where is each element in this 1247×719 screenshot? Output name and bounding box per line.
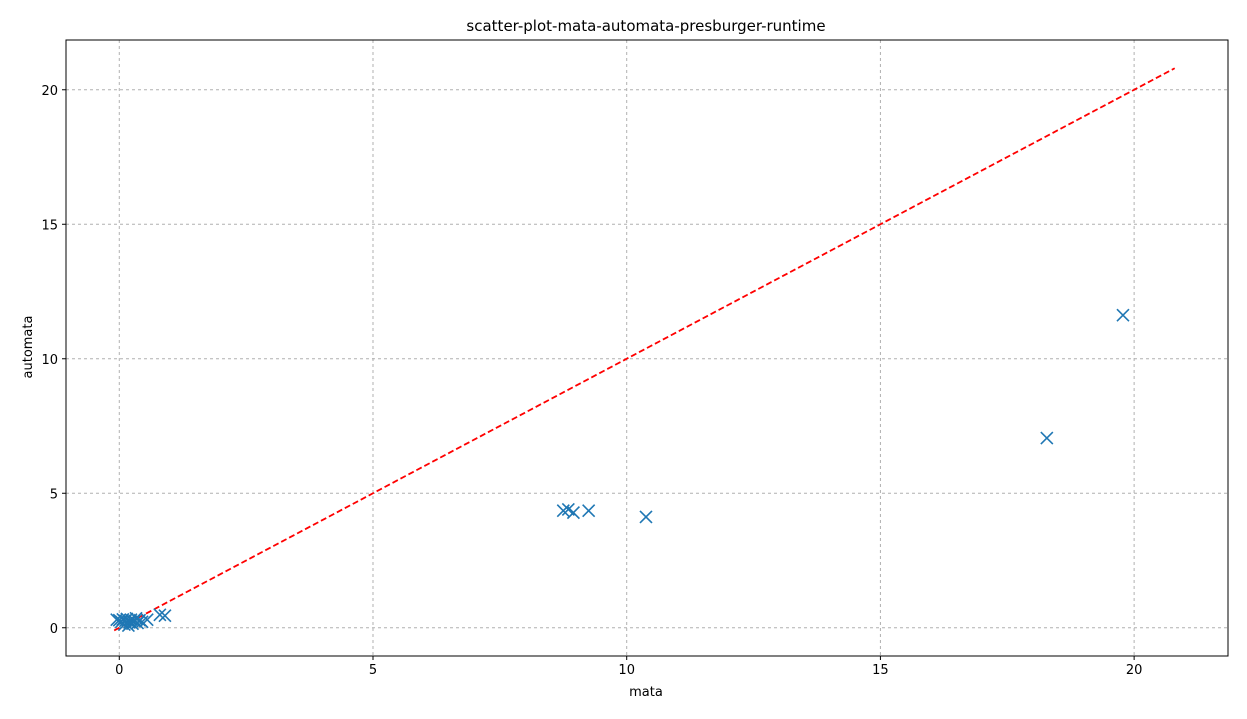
- data-point: [1116, 308, 1130, 322]
- chart-title: scatter-plot-mata-automata-presburger-ru…: [466, 17, 825, 35]
- data-point: [153, 608, 167, 622]
- diagonal-layer: [113, 67, 1176, 632]
- points-layer: [110, 308, 1130, 633]
- diagonal-reference-line: [113, 67, 1176, 632]
- data-point: [556, 504, 570, 518]
- data-point: [1040, 431, 1054, 445]
- ticks-layer: 0 5 10 15 20 0 5 10 15 20: [41, 84, 1142, 678]
- x-tick-label: 5: [369, 663, 377, 678]
- grid-layer: [66, 40, 1228, 656]
- x-axis-label: mata: [629, 685, 663, 700]
- y-tick-label: 5: [50, 487, 58, 502]
- x-tick-label: 20: [1126, 663, 1143, 678]
- data-point: [129, 611, 143, 625]
- y-axis-label: automata: [21, 316, 36, 379]
- data-point: [140, 613, 154, 627]
- x-tick-label: 0: [115, 663, 123, 678]
- y-tick-label: 15: [41, 218, 58, 233]
- data-point: [582, 504, 596, 518]
- y-tick-label: 10: [41, 353, 58, 368]
- plot-frame: [65, 39, 1229, 657]
- y-tick-label: 20: [41, 84, 58, 99]
- x-tick-label: 15: [872, 663, 889, 678]
- y-tick-label: 0: [50, 622, 58, 637]
- x-tick-label: 10: [618, 663, 635, 678]
- data-point: [158, 609, 172, 623]
- data-point: [639, 510, 653, 524]
- data-point: [566, 506, 580, 520]
